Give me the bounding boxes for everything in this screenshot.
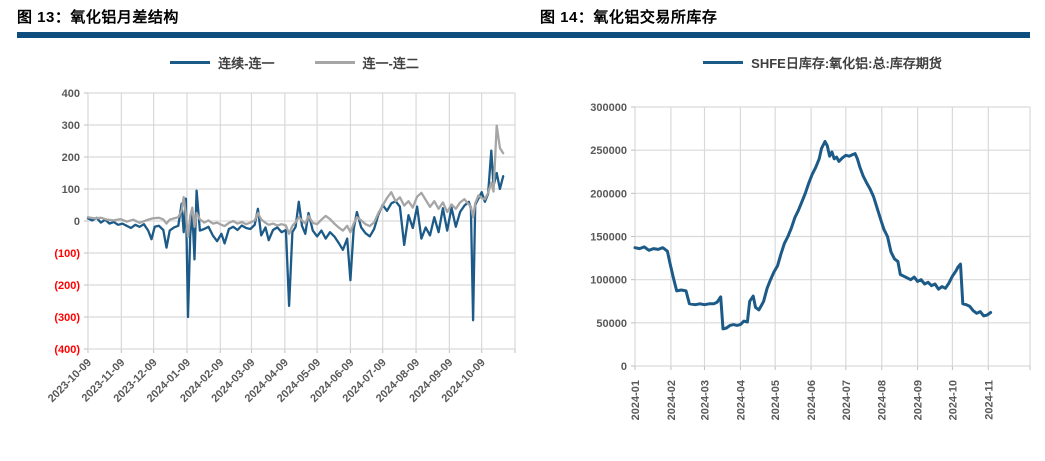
svg-text:2024-02: 2024-02 xyxy=(666,380,678,420)
svg-text:300: 300 xyxy=(62,120,80,132)
svg-text:250000: 250000 xyxy=(590,145,627,157)
title-underline-rule xyxy=(17,32,1030,38)
svg-text:100: 100 xyxy=(62,184,80,196)
svg-text:0: 0 xyxy=(74,216,80,228)
svg-text:200000: 200000 xyxy=(590,188,627,200)
svg-text:(200): (200) xyxy=(54,280,80,292)
legend-item-shfe-inventory: SHFE日库存:氧化铝:总:库存期货 xyxy=(703,53,942,72)
svg-text:2024-04: 2024-04 xyxy=(735,379,747,420)
legend-label: 连续-连一 xyxy=(218,55,275,71)
figure-13-title: 图 13：氧化铝月差结构 xyxy=(17,9,179,26)
svg-text:(100): (100) xyxy=(54,248,80,260)
svg-text:150000: 150000 xyxy=(590,232,627,244)
monthly-spread-chart-section: 连续-连一 连一-连二 2023-10-09 2023-11-09 2023-12-… xyxy=(17,45,520,461)
shfe-inventory-chart-section: SHFE日库存:氧化铝:总:库存期货 2024-01 2024-02 2024-03… xyxy=(540,45,1045,461)
legend-label: 连一-连二 xyxy=(362,55,419,71)
blue-line-swatch xyxy=(703,60,744,64)
svg-text:2024-01: 2024-01 xyxy=(630,380,642,420)
figure-14-title: 图 14：氧化铝交易所库存 xyxy=(540,9,718,26)
svg-text:0: 0 xyxy=(621,361,627,373)
legend-item-continuous-minus-first: 连续-连一 xyxy=(170,53,275,72)
svg-text:2024-10: 2024-10 xyxy=(947,380,959,420)
blue-line-swatch xyxy=(170,60,211,64)
svg-text:2024-05: 2024-05 xyxy=(770,380,782,420)
svg-text:2024-07: 2024-07 xyxy=(841,380,853,420)
svg-text:2024-06: 2024-06 xyxy=(806,380,818,420)
svg-text:2024-11: 2024-11 xyxy=(983,380,995,420)
svg-text:400: 400 xyxy=(62,88,80,100)
shfe-inventory-legend: SHFE日库存:氧化铝:总:库存期货 xyxy=(540,45,1045,79)
legend-item-first-minus-second: 连一-连二 xyxy=(314,53,419,72)
shfe-inventory-chart: 2024-01 2024-02 2024-03 2024-04 2024-05 2024-… xyxy=(590,102,1031,420)
monthly-spread-legend: 连续-连一 连一-连二 xyxy=(17,45,520,79)
svg-text:(400): (400) xyxy=(54,344,80,356)
svg-text:2024-08: 2024-08 xyxy=(877,380,889,420)
svg-text:50000: 50000 xyxy=(596,318,627,330)
svg-text:2024-03: 2024-03 xyxy=(700,380,712,420)
svg-text:300000: 300000 xyxy=(590,102,627,114)
svg-text:(300): (300) xyxy=(54,312,80,324)
svg-text:200: 200 xyxy=(62,152,80,164)
monthly-spread-chart: 2023-10-092023-11-092023-12-092024-01-09… xyxy=(46,88,516,405)
svg-text:100000: 100000 xyxy=(590,275,627,287)
legend-label: SHFE日库存:氧化铝:总:库存期货 xyxy=(751,55,942,71)
gray-line-swatch xyxy=(314,60,355,64)
svg-text:2024-09: 2024-09 xyxy=(913,380,925,420)
